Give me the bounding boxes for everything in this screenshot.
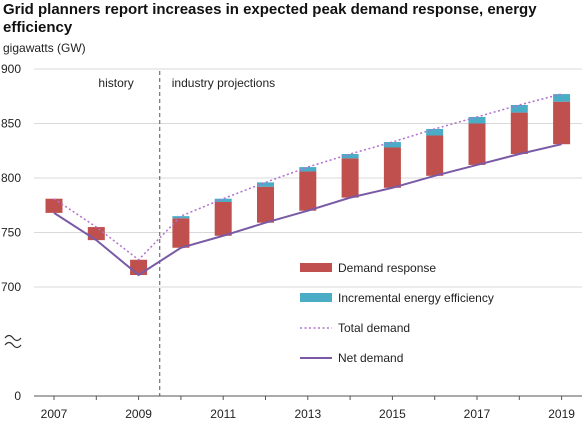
bar-demand-response <box>510 112 528 155</box>
y-tick-label: 850 <box>1 117 21 131</box>
bar-energy-efficiency <box>299 167 317 172</box>
bar-energy-efficiency <box>383 142 401 148</box>
bar-energy-efficiency <box>172 216 190 219</box>
y-tick-label: 750 <box>1 226 21 240</box>
bar-demand-response <box>214 201 232 236</box>
bar-energy-efficiency <box>257 182 274 187</box>
projections-annotation: industry projections <box>172 76 275 90</box>
total-demand-line <box>53 93 562 261</box>
legend-label: Total demand <box>338 321 410 335</box>
bar-energy-efficiency <box>553 94 571 102</box>
bar-energy-efficiency <box>214 198 232 202</box>
x-tick-label: 2019 <box>548 407 575 421</box>
legend-item-demand_response: Demand response <box>300 261 436 275</box>
bar-demand-response <box>257 186 274 223</box>
x-tick-label: 2009 <box>125 407 152 421</box>
bar-demand-response <box>130 259 148 276</box>
axis-break-stroke <box>4 341 22 349</box>
bar-demand-response <box>299 171 317 211</box>
y-tick-label: 800 <box>1 171 21 185</box>
bar-demand-response <box>87 227 105 241</box>
bar-demand-response <box>426 135 444 176</box>
bar-energy-efficiency <box>341 154 359 159</box>
bar-demand-response <box>383 147 401 188</box>
bar-demand-response <box>553 101 571 145</box>
bar-energy-efficiency <box>510 104 528 113</box>
legend-swatch <box>300 263 332 272</box>
bar-demand-response <box>341 158 359 198</box>
legend-item-total: Total demand <box>300 321 410 335</box>
legend-item-net: Net demand <box>300 351 403 365</box>
chart-title: Grid planners report increases in expect… <box>3 1 537 36</box>
bar-demand-response <box>468 123 486 165</box>
axis-break-icon <box>4 334 22 349</box>
bar-demand-response <box>172 218 190 248</box>
axis-break-stroke <box>4 334 22 342</box>
bar-demand-response <box>45 198 63 213</box>
y-tick-label: 0 <box>14 389 21 403</box>
x-tick-label: 2017 <box>464 407 491 421</box>
x-tick-label: 2015 <box>379 407 406 421</box>
legend-item-efficiency: Incremental energy efficiency <box>300 291 494 305</box>
x-tick-label: 2011 <box>210 407 236 421</box>
net-demand-line <box>53 143 562 277</box>
y-axis-label: gigawatts (GW) <box>3 41 86 55</box>
y-tick-label: 700 <box>1 280 21 294</box>
legend-swatch <box>300 293 332 302</box>
y-tick-label: 900 <box>1 62 21 76</box>
history-annotation: history <box>98 76 133 90</box>
bar-energy-efficiency <box>426 128 444 136</box>
x-tick-label: 2013 <box>294 407 321 421</box>
legend-label: Net demand <box>338 351 403 365</box>
bar-energy-efficiency <box>468 116 486 124</box>
legend-label: Demand response <box>338 261 436 275</box>
legend-label: Incremental energy efficiency <box>338 291 494 305</box>
x-tick-label: 2007 <box>41 407 68 421</box>
